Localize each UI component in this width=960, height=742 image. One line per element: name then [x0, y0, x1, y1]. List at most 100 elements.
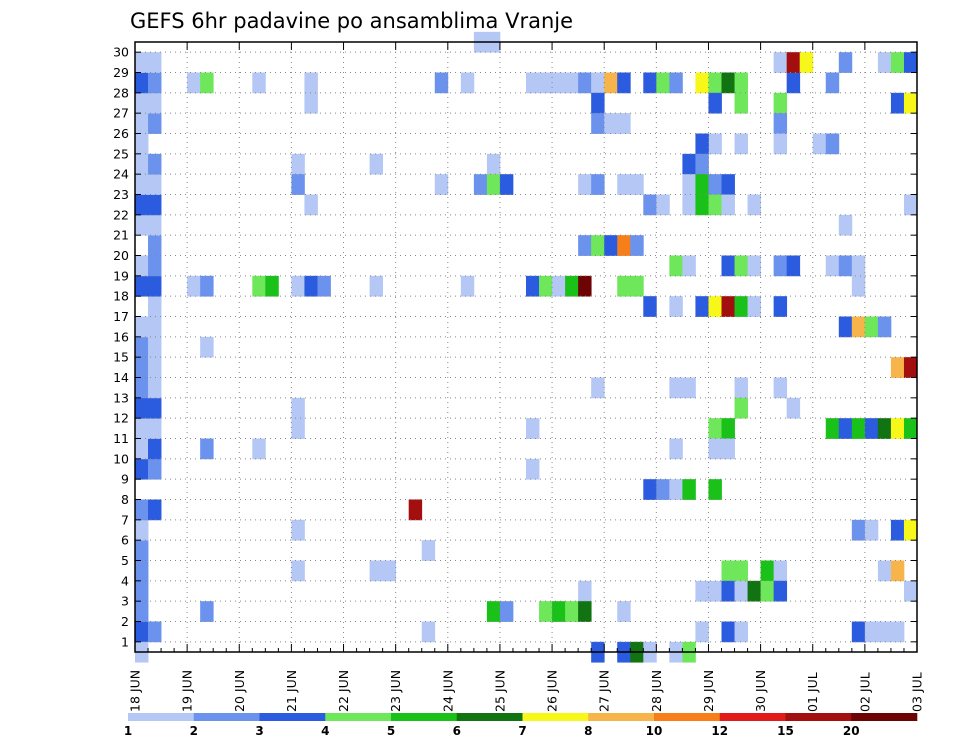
x-tick-label: 02 JUL: [857, 672, 872, 712]
heatmap-cell: [291, 275, 305, 297]
heatmap-cell: [695, 153, 709, 175]
heatmap-cell: [526, 458, 540, 480]
heatmap-cell: [135, 316, 149, 338]
heatmap-cell: [591, 235, 605, 256]
heatmap-cell: [591, 72, 605, 94]
heatmap-cell: [252, 275, 266, 297]
heatmap-cell: [773, 133, 788, 155]
heatmap-cell: [903, 519, 918, 541]
heatmap-cell: [200, 72, 214, 94]
heatmap-cell: [617, 72, 631, 94]
heatmap-cell: [460, 72, 475, 94]
colorbar-swatch: [325, 713, 392, 721]
x-tick-label: 26 JUN: [545, 670, 560, 712]
colorbar-label: 20: [843, 724, 860, 738]
heatmap-cell: [135, 194, 149, 216]
heatmap-cell: [135, 153, 149, 175]
heatmap-cell: [773, 580, 788, 602]
heatmap-cell: [773, 113, 788, 134]
heatmap-cell: [734, 72, 748, 94]
heatmap-cell: [135, 113, 149, 134]
y-tick-label: 2: [121, 614, 129, 629]
y-tick-label: 19: [113, 268, 129, 283]
heatmap-cell: [148, 214, 162, 236]
heatmap-cell: [643, 72, 657, 94]
heatmap-cell: [903, 418, 918, 439]
heatmap-cell: [838, 418, 853, 439]
heatmap-cell: [630, 275, 644, 297]
y-tick-label: 22: [113, 207, 129, 222]
heatmap-cell: [526, 72, 540, 94]
heatmap-cell: [265, 275, 279, 297]
y-tick-label: 9: [121, 472, 129, 487]
heatmap-cell: [669, 255, 683, 277]
heatmap-cell: [760, 560, 775, 582]
x-tick-label: 18 JUN: [128, 670, 143, 712]
heatmap-cell: [135, 580, 149, 602]
heatmap-cell: [617, 601, 631, 622]
heatmap-cell: [460, 275, 475, 297]
colorbar-label: 7: [518, 724, 526, 738]
heatmap-cell: [148, 397, 162, 419]
x-tick-label: 01 JUL: [805, 672, 820, 712]
heatmap-cell: [825, 255, 840, 277]
heatmap-cell: [682, 377, 696, 399]
heatmap-cell: [812, 133, 827, 155]
heatmap-cell: [682, 479, 696, 500]
heatmap-cell: [135, 357, 149, 378]
heatmap-cell: [643, 479, 657, 500]
x-tick-label: 21 JUN: [284, 670, 299, 712]
heatmap-cell: [864, 621, 879, 643]
heatmap-cell: [291, 397, 305, 419]
heatmap-cell: [643, 296, 657, 317]
heatmap-cell: [786, 397, 801, 419]
y-tick-label: 26: [113, 126, 129, 141]
heatmap-cell: [864, 316, 879, 338]
y-tick-label: 6: [121, 533, 129, 548]
colorbar-label: 12: [711, 724, 728, 738]
heatmap-cell: [825, 72, 840, 94]
heatmap-cell: [734, 377, 748, 399]
heatmap-cell: [851, 316, 866, 338]
y-tick-label: 24: [113, 167, 129, 182]
heatmap-cell: [682, 153, 696, 175]
heatmap-cell: [304, 92, 318, 114]
heatmap-cell: [604, 72, 618, 94]
heatmap-cell: [903, 92, 918, 114]
heatmap-cell: [630, 174, 644, 195]
heatmap-cell: [682, 255, 696, 277]
y-tick-label: 29: [113, 65, 129, 80]
x-tick-label: 29 JUN: [701, 670, 716, 712]
colorbar-label: 10: [646, 724, 663, 738]
heatmap-cell: [148, 153, 162, 175]
heatmap-cell: [148, 255, 162, 277]
heatmap-cell: [369, 275, 384, 297]
x-tick-label: 20 JUN: [232, 670, 247, 712]
heatmap-cell: [135, 214, 149, 236]
heatmap-cell: [773, 255, 788, 277]
heatmap-cell: [773, 52, 788, 73]
heatmap-cell: [669, 438, 683, 460]
heatmap-cell: [421, 621, 436, 643]
heatmap-cell: [721, 438, 735, 460]
colorbar-swatch: [128, 713, 195, 721]
heatmap-cell: [747, 255, 761, 277]
heatmap-cell: [148, 72, 162, 94]
heatmap-cell: [135, 621, 149, 643]
heatmap-cell: [135, 52, 149, 73]
heatmap-cell: [252, 72, 266, 94]
y-tick-label: 5: [121, 553, 129, 568]
heatmap-cell: [643, 194, 657, 216]
heatmap-cell: [773, 296, 788, 317]
heatmap-cell: [578, 174, 592, 195]
heatmap-cell: [135, 560, 149, 582]
heatmap-cell: [578, 235, 592, 256]
heatmap-cell: [135, 336, 149, 358]
heatmap-cell: [565, 275, 579, 297]
heatmap-cell: [200, 601, 214, 622]
heatmap-cell: [734, 560, 748, 582]
heatmap-cell: [734, 92, 748, 114]
heatmap-cell: [851, 275, 866, 297]
heatmap-cell: [682, 174, 696, 195]
colorbar-swatch: [391, 713, 458, 721]
